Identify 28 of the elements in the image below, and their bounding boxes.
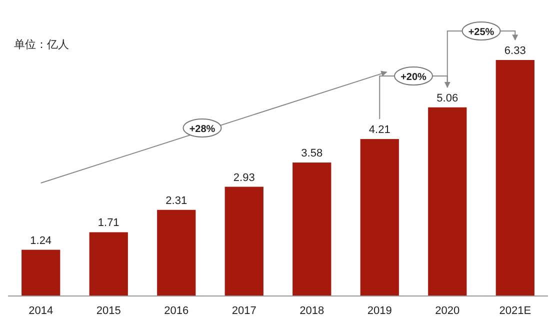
data-label: 2.31 <box>166 194 188 207</box>
bar <box>428 107 467 296</box>
annotation: +28% <box>189 124 216 135</box>
data-label: 3.58 <box>301 148 323 160</box>
x-tick-label: 2017 <box>232 304 256 317</box>
bar <box>89 232 128 296</box>
bar <box>157 210 196 296</box>
text: 单位：亿人 <box>14 38 69 51</box>
x-tick-label: 2014 <box>28 304 54 317</box>
x-tick-label: 2015 <box>96 304 121 317</box>
data-label: 2.93 <box>233 172 255 184</box>
bar <box>224 186 264 296</box>
bar <box>22 250 60 296</box>
data-label: 5.06 <box>436 92 458 104</box>
text: +25% <box>468 27 494 38</box>
x-tick-label: 2016 <box>164 304 189 317</box>
data-label: 1.71 <box>98 217 120 230</box>
x-tick-label: 2019 <box>367 304 392 317</box>
data-label: 1.24 <box>30 234 52 247</box>
annotation: +20% <box>400 72 427 83</box>
data-label: 4.21 <box>368 124 390 136</box>
data-label: 6.33 <box>504 45 526 57</box>
bar <box>360 139 399 296</box>
bar <box>496 60 534 296</box>
bar <box>292 162 332 296</box>
x-tick-label: 2018 <box>300 304 324 317</box>
x-tick-label: 2021E <box>499 304 532 317</box>
x-tick-label: 2020 <box>435 304 460 317</box>
